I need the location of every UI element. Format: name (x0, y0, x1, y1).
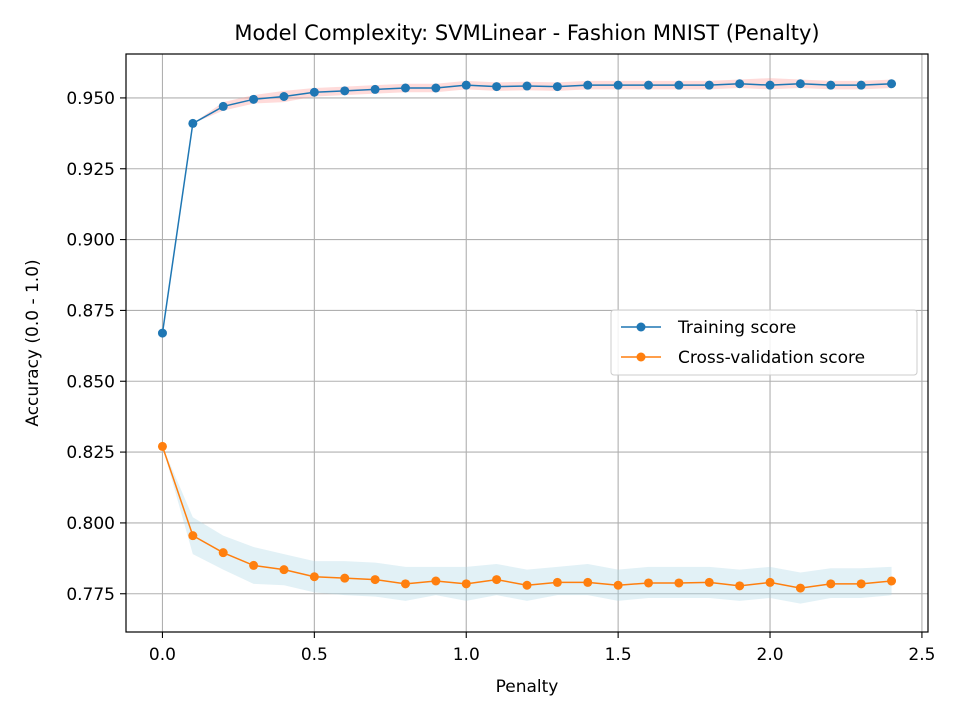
y-tick-label: 0.800 (66, 514, 115, 534)
point-cross-validation (704, 577, 714, 587)
point-cross-validation (795, 583, 805, 593)
point-cross-validation (309, 572, 319, 582)
point-training (644, 80, 654, 90)
point-training (765, 80, 775, 90)
point-training (552, 82, 562, 92)
point-training (431, 83, 441, 93)
legend-marker-training (636, 322, 646, 332)
point-training (279, 92, 289, 101)
x-tick-label: 0.5 (301, 645, 328, 665)
point-training (309, 87, 319, 97)
point-cross-validation (613, 580, 623, 590)
y-tick-label: 0.850 (66, 372, 115, 392)
point-training (826, 80, 836, 90)
legend-label-training: Training score (677, 318, 796, 338)
point-cross-validation (249, 560, 259, 570)
point-training (249, 94, 259, 104)
legend-label-cross-validation: Cross-validation score (678, 348, 865, 368)
plot-area-frame (125, 53, 929, 633)
series-markers (157, 79, 897, 593)
point-cross-validation (492, 575, 502, 585)
point-training (674, 80, 684, 90)
point-training (340, 86, 350, 96)
x-tick-label: 0.0 (149, 645, 176, 665)
point-training (188, 118, 198, 128)
point-cross-validation (218, 548, 228, 558)
chart-title: Model Complexity: SVMLinear - Fashion MN… (234, 21, 819, 45)
y-tick-label: 0.925 (66, 160, 115, 180)
y-axis-label: Accuracy (0.0 - 1.0) (23, 259, 43, 426)
point-cross-validation (400, 579, 410, 589)
x-axis-label: Penalty (496, 677, 559, 697)
x-tick-label: 1.5 (605, 645, 632, 665)
point-cross-validation (583, 577, 593, 587)
point-cross-validation (522, 580, 532, 590)
y-tick-label: 0.825 (66, 443, 115, 463)
point-training (856, 80, 866, 90)
point-cross-validation (644, 578, 654, 588)
point-cross-validation (188, 531, 198, 541)
point-cross-validation (765, 577, 775, 587)
x-tick-label: 2.5 (908, 645, 935, 665)
point-training (613, 80, 623, 90)
point-cross-validation (431, 576, 441, 586)
legend-marker-cross-validation (636, 352, 646, 362)
point-training (795, 79, 805, 89)
point-cross-validation (279, 565, 289, 575)
point-cross-validation (552, 577, 562, 587)
point-cross-validation (340, 573, 350, 583)
axis-ticks: 0.0 0.5 1.0 1.5 2.0 2.5 0.775 0.800 0.825 0.850 0.… (66, 89, 935, 665)
point-training (583, 80, 593, 90)
y-tick-label: 0.875 (66, 301, 115, 321)
point-training (461, 80, 471, 90)
point-cross-validation (157, 441, 167, 451)
point-training (370, 84, 380, 94)
point-training (735, 79, 745, 89)
point-training (704, 80, 714, 90)
point-cross-validation (735, 581, 745, 591)
y-tick-label: 0.775 (66, 585, 115, 605)
point-cross-validation (461, 579, 471, 589)
point-training (522, 81, 532, 91)
point-cross-validation (887, 576, 897, 586)
point-training (887, 79, 897, 89)
legend: Training score Cross-validation score (610, 309, 918, 376)
point-training (218, 101, 228, 111)
legend-box (610, 309, 918, 376)
point-cross-validation (856, 579, 866, 589)
point-cross-validation (370, 575, 380, 585)
y-tick-label: 0.950 (66, 89, 115, 109)
y-tick-label: 0.900 (66, 231, 115, 251)
point-training (400, 83, 410, 93)
band-cross-validation (162, 446, 892, 604)
point-cross-validation (826, 579, 836, 589)
x-tick-label: 1.0 (453, 645, 480, 665)
point-training (157, 328, 167, 338)
x-tick-label: 2.0 (757, 645, 784, 665)
point-cross-validation (674, 578, 684, 588)
point-training (492, 82, 502, 92)
